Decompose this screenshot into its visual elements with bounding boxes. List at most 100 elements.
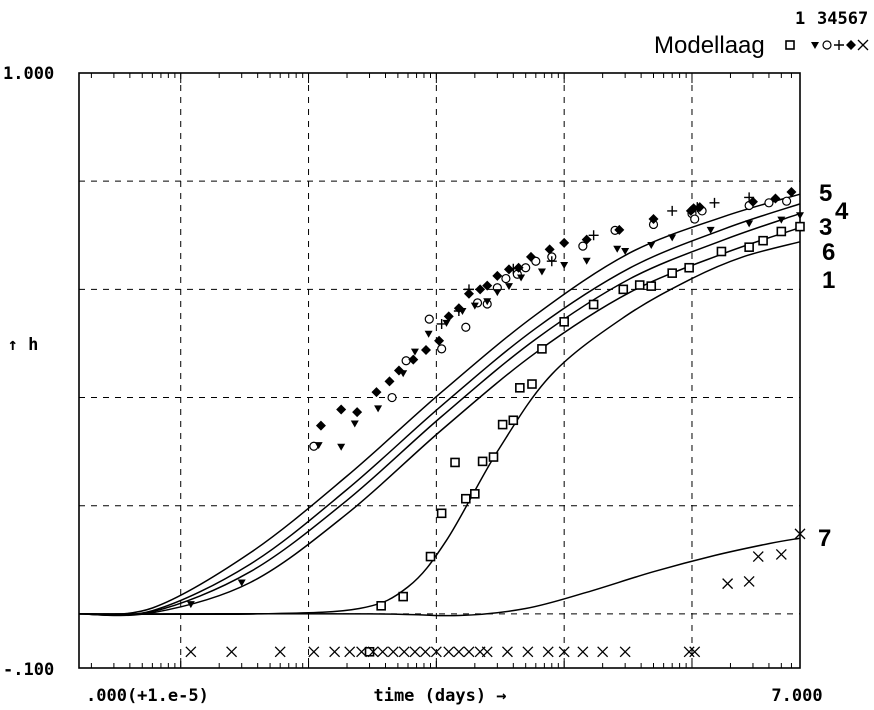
point-layer-3 xyxy=(501,273,511,284)
point-layer-1 xyxy=(537,344,547,354)
point-layer-4 xyxy=(614,224,625,235)
point-layer-7 xyxy=(274,646,286,658)
point-layer-6 xyxy=(237,579,246,587)
point-layer-3 xyxy=(387,392,397,403)
point-layer-3 xyxy=(437,344,447,354)
point-layer-6 xyxy=(582,257,591,265)
point-layer-6 xyxy=(374,405,383,413)
point-layer-7 xyxy=(443,646,455,658)
point-layer-3 xyxy=(764,198,774,208)
point-layer-1 xyxy=(527,379,537,389)
point-layer-4 xyxy=(525,251,536,262)
curve-layer-6 xyxy=(78,226,801,617)
line-label-7: 7 xyxy=(818,525,831,552)
point-layer-1 xyxy=(376,600,386,611)
point-layer-4 xyxy=(475,284,486,295)
point-layer-4 xyxy=(492,270,503,281)
point-layer-6 xyxy=(399,370,408,378)
point-layer-7 xyxy=(577,646,589,658)
point-layer-5 xyxy=(744,192,755,203)
point-layer-3 xyxy=(424,314,434,324)
point-layer-6 xyxy=(186,601,195,609)
point-layer-4 xyxy=(315,420,326,431)
point-layer-6 xyxy=(796,212,804,220)
point-layer-1 xyxy=(461,493,471,504)
point-layer-7 xyxy=(689,646,701,658)
point-layer-5 xyxy=(546,256,557,267)
point-layer-1 xyxy=(477,456,488,467)
point-layer-7 xyxy=(453,646,465,658)
point-layer-4 xyxy=(336,404,347,415)
point-layer-4 xyxy=(581,234,592,245)
point-layer-7 xyxy=(387,646,399,658)
point-layer-1 xyxy=(425,551,436,562)
point-layer-6 xyxy=(560,262,569,270)
point-layer-4 xyxy=(408,354,419,365)
point-layer-1 xyxy=(618,284,629,295)
point-layer-4 xyxy=(747,196,758,207)
point-layer-6 xyxy=(424,330,433,338)
point-layer-4 xyxy=(513,262,524,273)
point-layer-7 xyxy=(619,646,631,658)
point-layer-1 xyxy=(758,235,768,246)
point-layer-6 xyxy=(647,242,656,250)
point-layer-4 xyxy=(352,407,363,418)
point-layer-4 xyxy=(384,376,395,387)
point-layer-4 xyxy=(559,237,570,248)
point-layer-7 xyxy=(752,551,764,563)
x-tick-left: .000(+1.e-5) xyxy=(86,686,209,706)
line-label-3: 3 xyxy=(819,214,832,241)
point-layer-6 xyxy=(621,247,630,255)
point-layer-4 xyxy=(648,214,659,225)
point-layer-7 xyxy=(501,646,513,658)
point-layer-1 xyxy=(667,268,677,278)
point-layer-7 xyxy=(377,646,389,658)
point-layer-1 xyxy=(398,591,408,602)
point-layer-4 xyxy=(786,187,797,197)
point-layer-7 xyxy=(409,646,421,658)
point-layer-1 xyxy=(497,419,508,430)
y-axis-label: ↑ h xyxy=(8,335,39,355)
legend-square-icon xyxy=(785,40,795,50)
point-layer-4 xyxy=(434,335,445,346)
point-layer-1 xyxy=(559,317,569,327)
point-layer-7 xyxy=(356,646,368,658)
point-layer-6 xyxy=(613,245,622,253)
data-markers xyxy=(185,187,806,658)
point-layer-5 xyxy=(709,197,720,208)
point-layer-4 xyxy=(688,203,699,214)
line-label-5: 5 xyxy=(819,180,832,207)
point-layer-5 xyxy=(692,202,703,213)
legend-plus-icon xyxy=(834,40,844,50)
point-layer-1 xyxy=(450,457,460,468)
curve-layer-3 xyxy=(78,212,801,617)
point-layer-6 xyxy=(442,319,451,327)
curve-layer-5 xyxy=(78,193,801,616)
curve-layer-7 xyxy=(78,537,801,617)
point-layer-1 xyxy=(588,299,599,310)
point-layer-5 xyxy=(463,284,474,295)
grid-lines xyxy=(79,73,800,668)
point-layer-7 xyxy=(542,646,554,658)
point-layer-7 xyxy=(308,646,320,658)
point-layer-7 xyxy=(597,646,609,658)
point-layer-7 xyxy=(722,578,734,590)
point-layer-6 xyxy=(537,268,546,276)
point-layer-3 xyxy=(690,214,700,224)
point-layer-6 xyxy=(470,302,479,310)
point-layer-1 xyxy=(744,242,754,252)
point-layer-3 xyxy=(461,322,471,332)
y-tick-top: 1.000 xyxy=(3,64,54,84)
point-layer-1 xyxy=(436,508,447,519)
point-layer-6 xyxy=(504,283,513,291)
legend-numbers-2: 34567 xyxy=(817,9,868,29)
legend-diamond-icon xyxy=(846,40,856,50)
line-label-4: 4 xyxy=(835,198,849,225)
point-layer-7 xyxy=(522,646,534,658)
point-layer-1 xyxy=(646,281,657,291)
point-layer-3 xyxy=(578,241,588,251)
point-layer-7 xyxy=(419,646,431,658)
point-layer-5 xyxy=(508,263,519,274)
point-layer-4 xyxy=(443,311,454,322)
